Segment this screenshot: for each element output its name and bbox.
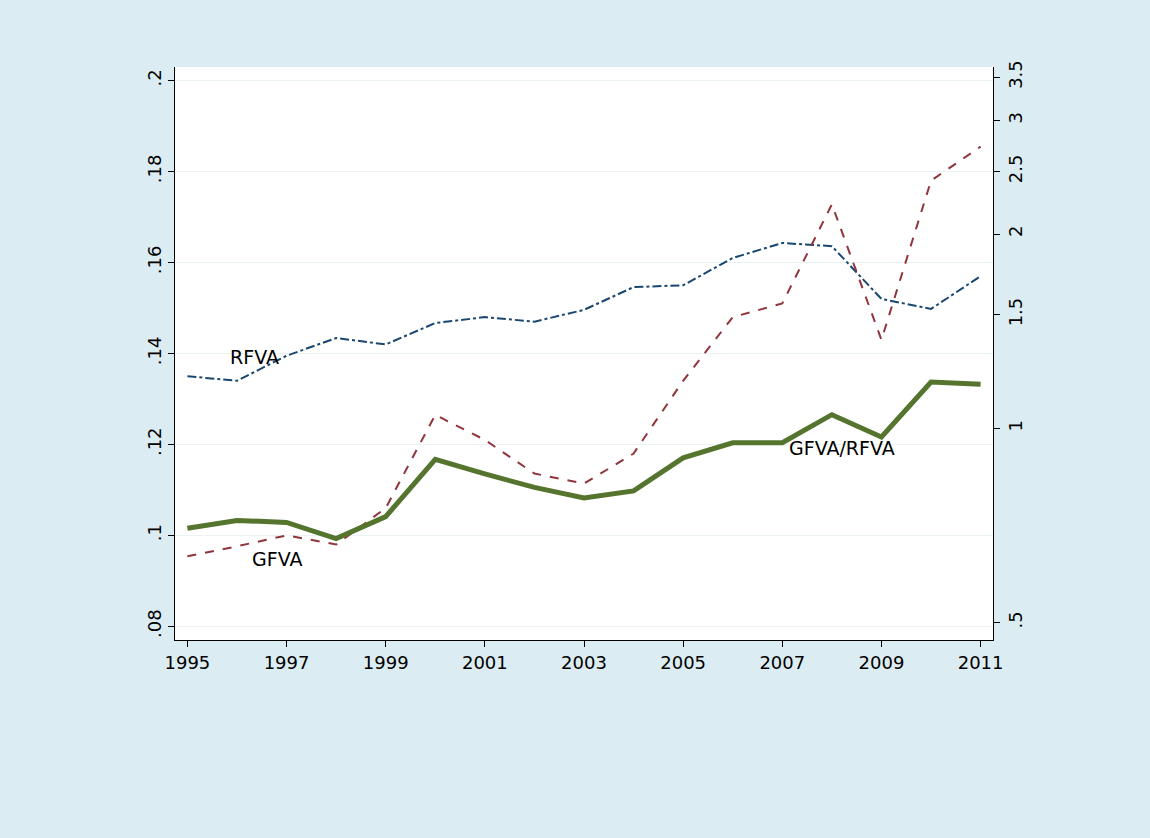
- svg-text:GFVA/RFVA: GFVA/RFVA: [789, 437, 895, 459]
- svg-text:3: 3: [1005, 112, 1026, 123]
- svg-text:2005: 2005: [660, 652, 706, 673]
- svg-text:2009: 2009: [859, 652, 905, 673]
- svg-text:.08: .08: [144, 609, 165, 638]
- svg-text:GFVA: GFVA: [252, 548, 302, 570]
- svg-text:1997: 1997: [264, 652, 310, 673]
- svg-text:.5: .5: [1005, 611, 1026, 628]
- svg-text:2.5: 2.5: [1005, 155, 1026, 184]
- svg-text:2003: 2003: [561, 652, 607, 673]
- svg-text:.2: .2: [144, 69, 165, 86]
- svg-text:.18: .18: [144, 155, 165, 184]
- svg-text:1.5: 1.5: [1005, 298, 1026, 327]
- svg-text:2001: 2001: [462, 652, 508, 673]
- svg-text:.16: .16: [144, 246, 165, 275]
- svg-text:2011: 2011: [958, 652, 1004, 673]
- svg-text:3.5: 3.5: [1005, 60, 1026, 89]
- svg-text:2: 2: [1005, 226, 1026, 237]
- svg-text:2007: 2007: [759, 652, 805, 673]
- svg-text:1999: 1999: [363, 652, 409, 673]
- svg-text:.12: .12: [144, 427, 165, 456]
- svg-text:RFVA: RFVA: [230, 346, 279, 368]
- svg-text:1995: 1995: [164, 652, 210, 673]
- svg-text:1: 1: [1005, 420, 1026, 431]
- svg-text:.14: .14: [144, 336, 165, 365]
- svg-text:.1: .1: [144, 524, 165, 541]
